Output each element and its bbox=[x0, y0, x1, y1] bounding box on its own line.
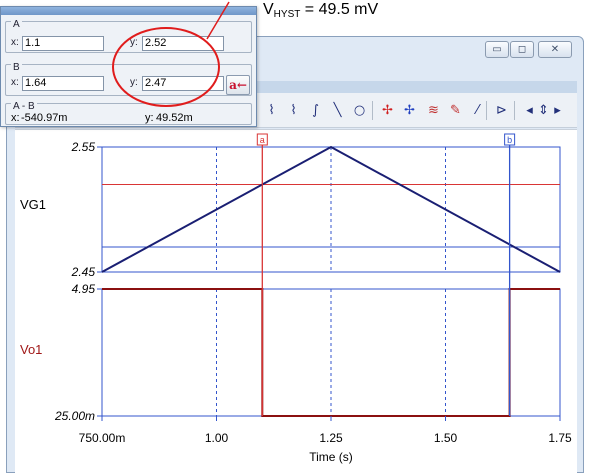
difference-x-label: x: bbox=[11, 112, 20, 124]
cursor-a-marker[interactable] bbox=[256, 133, 268, 146]
x-axis-label: Time (s) bbox=[309, 450, 353, 464]
curve-fit-alt-icon[interactable]: ⌇ bbox=[290, 103, 297, 118]
difference-y-value: 49.52m bbox=[156, 112, 193, 124]
x-tick-label: 1.50 bbox=[434, 431, 458, 445]
cursor-b-group: B x: 1.64 y: 2.47 bbox=[5, 62, 252, 96]
dialog-title-bar[interactable] bbox=[1, 7, 256, 15]
cursor-a-x-field[interactable]: 1.1 bbox=[22, 36, 104, 51]
cursor-a-y-label: y: bbox=[130, 37, 138, 48]
edit-icon[interactable]: ⁄ bbox=[476, 103, 479, 118]
add-curve-icon[interactable]: ≋ bbox=[428, 103, 439, 118]
probe-icon[interactable]: ✎ bbox=[450, 103, 461, 118]
x-tick-label: 750.00m bbox=[79, 431, 126, 445]
difference-x-value: -540.97m bbox=[21, 112, 68, 124]
line-icon[interactable]: ╲ bbox=[333, 103, 342, 118]
cursor-a-label: a bbox=[260, 135, 265, 145]
toolbar-separator bbox=[486, 101, 487, 120]
cursor-a-x-label: x: bbox=[11, 37, 19, 48]
move-to-cursor-a-button[interactable]: a← bbox=[226, 75, 250, 95]
cursor-a-icon[interactable]: ✢ bbox=[382, 103, 393, 118]
curve-fit-icon[interactable]: ⌇ bbox=[268, 103, 275, 118]
x-tick-label: 1.00 bbox=[205, 431, 229, 445]
difference-y-label: y: bbox=[145, 112, 154, 124]
close-button[interactable]: ✕ bbox=[538, 41, 572, 58]
annotation-subscript: HYST bbox=[273, 9, 301, 20]
cursor-b-label: b bbox=[507, 135, 512, 145]
flag-icon[interactable]: ⊳ bbox=[496, 103, 507, 118]
circle-icon[interactable]: ○ bbox=[353, 103, 366, 118]
cursor-b-label: B bbox=[11, 62, 22, 73]
toolbar-separator bbox=[372, 101, 373, 120]
minimize-button[interactable]: ▭ bbox=[485, 41, 509, 58]
cursor-b-x-field[interactable]: 1.64 bbox=[22, 76, 104, 91]
panel-label: VG1 bbox=[20, 197, 46, 212]
cursor-a-y-field[interactable]: 2.52 bbox=[142, 36, 224, 51]
maximize-button[interactable]: ◻ bbox=[510, 41, 534, 58]
y-tick-label: 2.45 bbox=[71, 265, 96, 279]
cursor-a-label: A bbox=[11, 19, 22, 30]
panel-label: Vo1 bbox=[20, 342, 42, 357]
y-tick-label: 4.95 bbox=[72, 282, 96, 296]
series-line bbox=[102, 288, 560, 417]
cursor-a-group: A x: 1.1 y: 2.52 bbox=[5, 19, 252, 53]
y-tick-label: 25.00m bbox=[54, 409, 95, 423]
cursor-b-marker[interactable] bbox=[504, 133, 516, 146]
cursor-b-y-label: y: bbox=[130, 77, 138, 88]
arrow-updown-icon[interactable]: ⇕ bbox=[538, 103, 549, 118]
x-tick-label: 1.25 bbox=[319, 431, 343, 445]
cursor-difference-label: A - B bbox=[11, 101, 37, 112]
cursor-b-x-label: x: bbox=[11, 77, 19, 88]
function-icon[interactable]: ∫ bbox=[312, 103, 319, 118]
cursor-b-icon[interactable]: ✢ bbox=[404, 103, 415, 118]
cursor-difference-group: A - B x: -540.97m y: 49.52m bbox=[5, 101, 252, 125]
toolbar-separator bbox=[514, 101, 515, 120]
hysteresis-annotation: VHYST = 49.5 mV bbox=[263, 0, 378, 20]
x-tick-label: 1.75 bbox=[548, 431, 572, 445]
annotation-suffix: = 49.5 mV bbox=[300, 1, 379, 18]
series-line bbox=[101, 145, 561, 273]
arrow-right-icon[interactable]: ▸ bbox=[554, 103, 561, 118]
annotation-prefix: V bbox=[263, 1, 274, 18]
cursor-dialog: A x: 1.1 y: 2.52 B x: 1.64 y: 2.47 a← A … bbox=[0, 6, 257, 127]
cursor-b-y-field[interactable]: 2.47 bbox=[142, 76, 224, 91]
y-tick-label: 2.55 bbox=[71, 140, 96, 154]
arrow-left-icon[interactable]: ◂ bbox=[526, 103, 533, 118]
